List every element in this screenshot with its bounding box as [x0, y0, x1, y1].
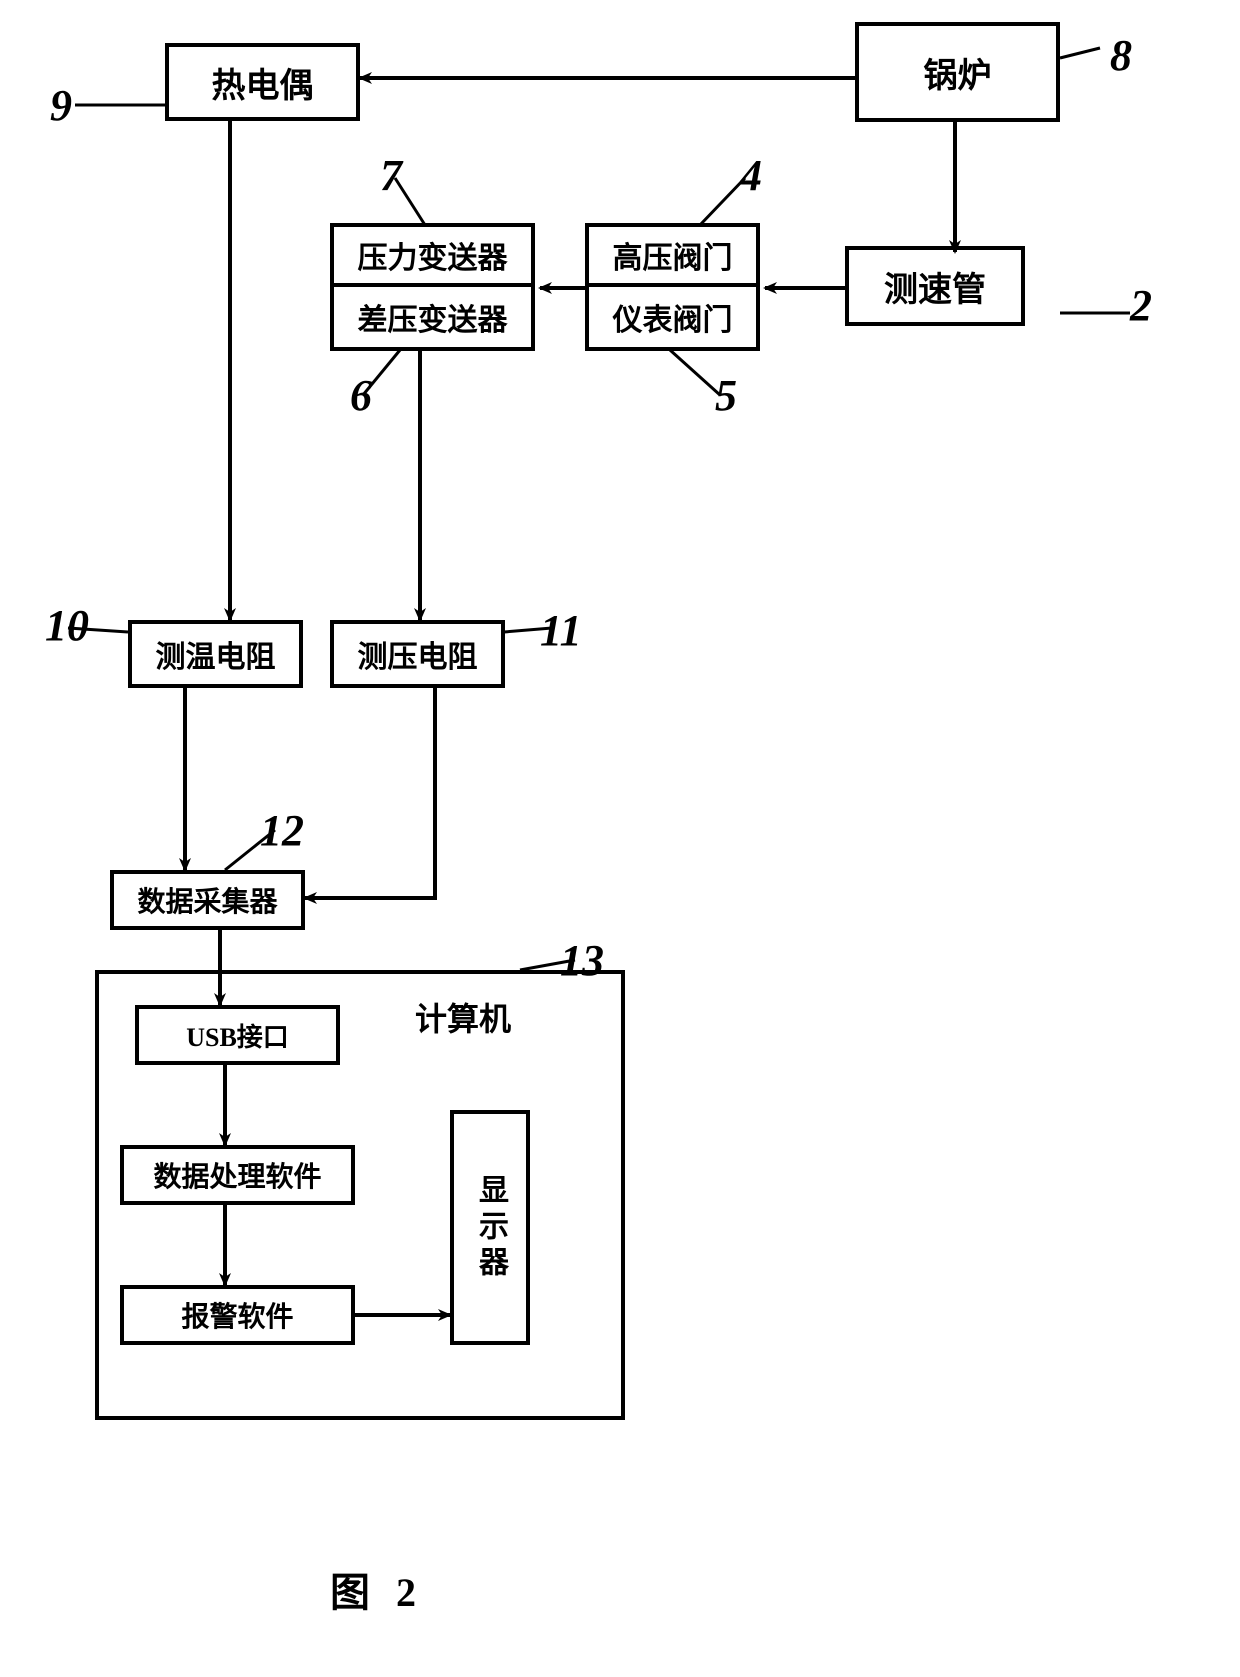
ref-label-10: 10 — [45, 600, 89, 651]
ref-label-5: 5 — [715, 370, 737, 421]
node-temp-resistor: 测温电阻 — [128, 620, 303, 688]
ref-label-12: 12 — [260, 805, 304, 856]
node-label: 显示器 — [468, 1174, 512, 1282]
node-usb-interface: USB接口 — [135, 1005, 340, 1065]
node-label: 测压电阻 — [358, 632, 478, 676]
node-label: 数据处理软件 — [153, 1155, 321, 1195]
ref-label-8: 8 — [1110, 30, 1132, 81]
node-label: 测温电阻 — [156, 632, 276, 676]
node-label: 计算机 — [415, 994, 511, 1040]
node-label: 数据采集器 — [137, 880, 277, 920]
node-label: 高压阀门 — [613, 233, 733, 277]
node-label: 锅炉 — [924, 48, 992, 97]
node-instrument-valve: 仪表阀门 — [585, 287, 760, 351]
ref-label-9: 9 — [50, 80, 72, 131]
node-label: 压力变送器 — [358, 233, 508, 277]
node-differential-transmitter: 差压变送器 — [330, 287, 535, 351]
node-label: 报警软件 — [181, 1295, 293, 1335]
node-pressure-resistor: 测压电阻 — [330, 620, 505, 688]
node-pressure-transmitter: 压力变送器 — [330, 223, 535, 287]
node-label: USB接口 — [186, 1017, 289, 1054]
ref-label-11: 11 — [540, 605, 582, 656]
node-label: 测速管 — [884, 262, 986, 311]
node-label: 仪表阀门 — [613, 295, 733, 339]
figure-caption: 图 2 — [330, 1560, 424, 1618]
node-data-collector: 数据采集器 — [110, 870, 305, 930]
node-pitot-tube: 测速管 — [845, 246, 1025, 326]
node-alarm-software: 报警软件 — [120, 1285, 355, 1345]
node-hp-valve: 高压阀门 — [585, 223, 760, 287]
node-display: 显示器 — [450, 1110, 530, 1345]
node-label: 热电偶 — [212, 58, 314, 107]
node-thermocouple: 热电偶 — [165, 43, 360, 121]
ref-label-13: 13 — [560, 935, 604, 986]
ref-label-7: 7 — [380, 150, 402, 201]
node-label: 差压变送器 — [358, 295, 508, 339]
ref-label-4: 4 — [740, 150, 762, 201]
ref-label-2: 2 — [1130, 280, 1152, 331]
node-boiler: 锅炉 — [855, 22, 1060, 122]
ref-label-6: 6 — [350, 370, 372, 421]
node-data-software: 数据处理软件 — [120, 1145, 355, 1205]
